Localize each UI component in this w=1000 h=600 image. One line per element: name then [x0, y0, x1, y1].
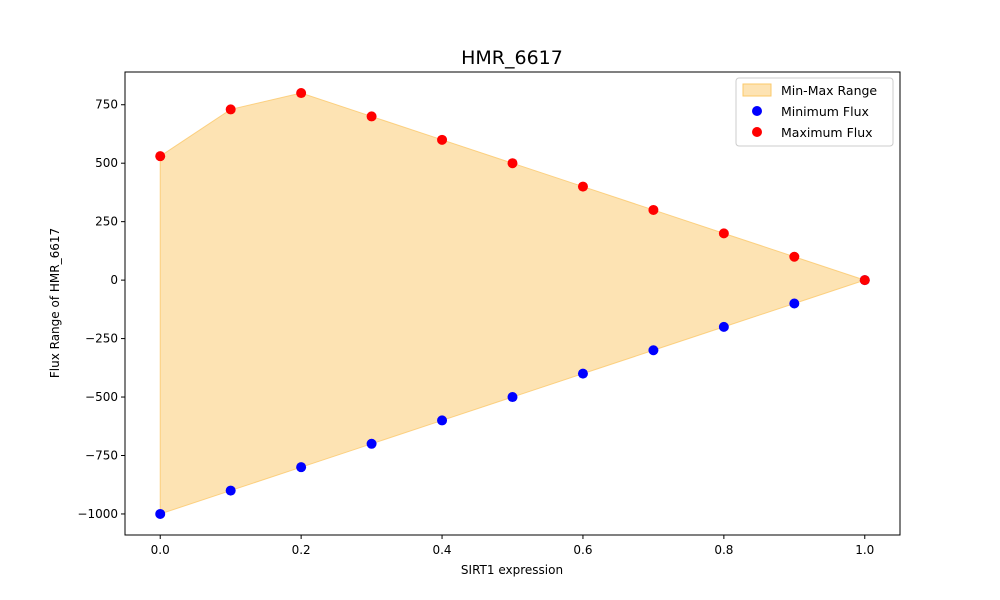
minimum-flux-point — [225, 485, 236, 496]
minimum-flux-point — [789, 298, 800, 309]
maximum-flux-point — [155, 151, 166, 162]
plot-area — [155, 88, 870, 519]
legend: Min-Max Range Minimum Flux Maximum Flux — [735, 77, 894, 147]
y-axis: −1000 −750 −500 −250 0 250 500 750 — [77, 98, 125, 521]
x-axis-label: SIRT1 expression — [461, 563, 563, 577]
minimum-flux-point — [366, 438, 377, 449]
minimum-flux-point — [437, 415, 448, 426]
legend-label-minimum-flux: Minimum Flux — [781, 104, 869, 119]
maximum-flux-point — [296, 88, 307, 99]
y-tick-label: −1000 — [77, 507, 118, 521]
chart-title: HMR_6617 — [461, 47, 563, 69]
legend-marker-minimum-flux — [752, 106, 762, 116]
y-tick-label: −750 — [85, 448, 118, 462]
x-tick-label: 0.0 — [151, 543, 170, 557]
minimum-flux-point — [296, 462, 307, 473]
maximum-flux-series — [155, 88, 870, 286]
maximum-flux-point — [718, 228, 729, 239]
maximum-flux-point — [225, 104, 236, 115]
y-tick-label: −500 — [85, 390, 118, 404]
min-max-range-area — [159, 92, 867, 515]
y-tick-label: 0 — [110, 273, 118, 287]
x-tick-label: 0.2 — [292, 543, 311, 557]
legend-marker-maximum-flux — [752, 127, 762, 137]
y-tick-label: 750 — [95, 98, 118, 112]
maximum-flux-point — [366, 111, 377, 122]
legend-label-min-max-range: Min-Max Range — [781, 83, 877, 98]
legend-label-maximum-flux: Maximum Flux — [781, 125, 873, 140]
minimum-flux-point — [507, 392, 518, 403]
y-tick-label: 500 — [95, 156, 118, 170]
x-tick-label: 0.8 — [714, 543, 733, 557]
maximum-flux-point — [789, 251, 800, 262]
maximum-flux-point — [507, 158, 518, 169]
minimum-flux-point — [648, 345, 659, 356]
minimum-flux-point — [577, 368, 588, 379]
y-axis-label: Flux Range of HMR_6617 — [48, 228, 62, 378]
legend-swatch-min-max-range — [742, 83, 772, 97]
y-tick-label: 250 — [95, 215, 118, 229]
y-tick-label: −250 — [85, 332, 118, 346]
maximum-flux-point — [648, 204, 659, 215]
x-tick-label: 0.4 — [432, 543, 451, 557]
maximum-flux-point — [859, 275, 870, 286]
x-axis: 0.0 0.2 0.4 0.6 0.8 1.0 — [151, 535, 874, 557]
x-tick-label: 0.6 — [573, 543, 592, 557]
minimum-flux-point — [718, 321, 729, 332]
maximum-flux-point — [577, 181, 588, 192]
maximum-flux-point — [437, 134, 448, 145]
plot-frame — [124, 71, 901, 536]
x-tick-label: 1.0 — [855, 543, 874, 557]
legend-box — [735, 77, 894, 147]
minimum-flux-point — [155, 508, 166, 519]
